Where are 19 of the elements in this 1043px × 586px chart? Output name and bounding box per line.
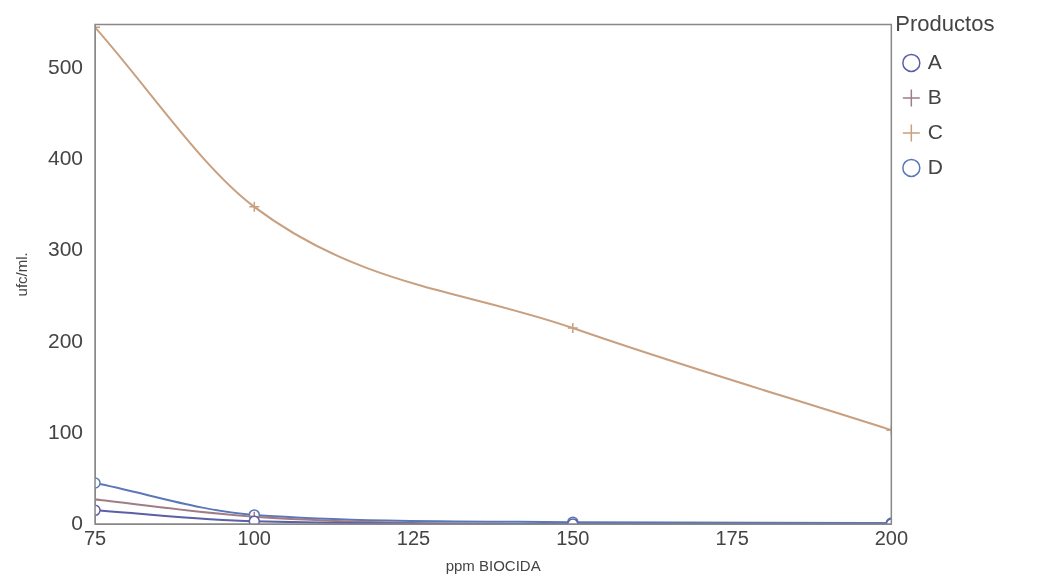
- legend-label: C: [927, 119, 944, 143]
- y-tick-label: 0: [71, 510, 84, 534]
- x-tick-label: 75: [83, 526, 107, 549]
- y-axis-title: ufc/ml.: [13, 252, 31, 297]
- y-tick-label: 300: [47, 237, 84, 261]
- x-tick-label: 100: [237, 526, 271, 549]
- x-tick-label: 175: [715, 526, 749, 549]
- y-tick-label: 500: [47, 55, 84, 79]
- x-tick-label: 200: [874, 526, 909, 549]
- y-tick-label: 200: [47, 328, 84, 352]
- y-tick-label: 400: [47, 146, 84, 170]
- x-tick-label: 150: [556, 526, 590, 549]
- legend-label: A: [927, 49, 942, 73]
- x-axis-title: ppm BIOCIDA: [445, 557, 541, 575]
- legend-label: D: [927, 154, 944, 178]
- y-tick-label: 100: [47, 419, 84, 443]
- legend-label: B: [927, 84, 942, 108]
- x-tick-label: 125: [396, 526, 431, 549]
- legend-title: Productos: [895, 11, 995, 37]
